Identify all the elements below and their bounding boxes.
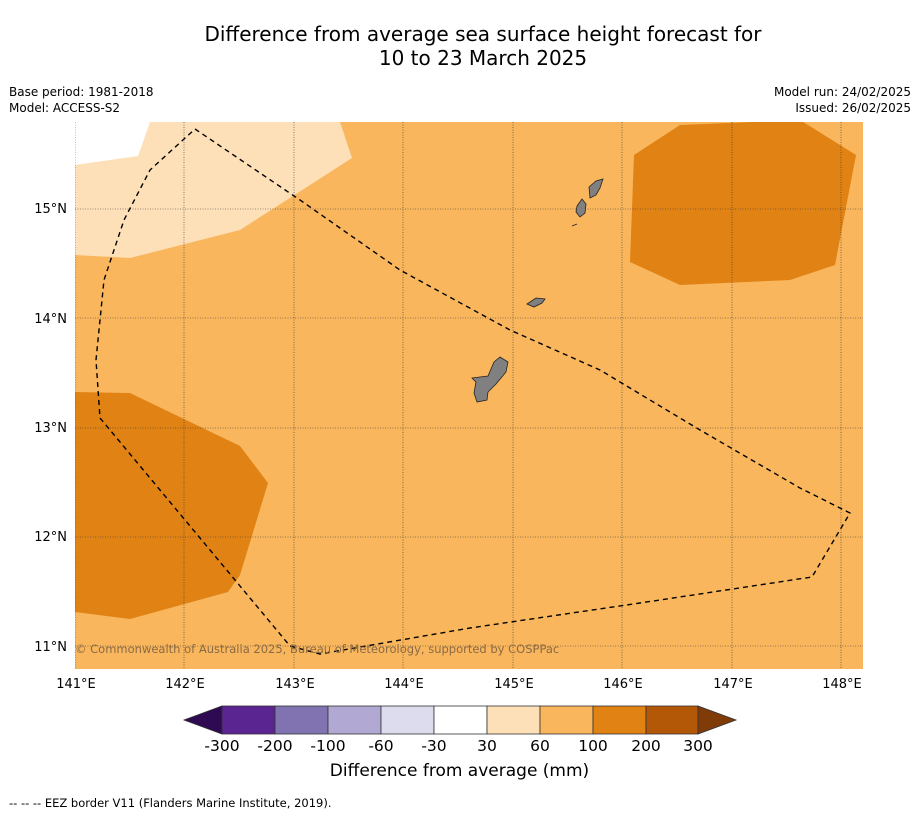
lat-label-14: 14°N [34, 312, 67, 327]
meta-left: Base period: 1981-2018 Model: ACCESS-S2 [9, 84, 154, 116]
colorbar-tick: -100 [310, 737, 345, 755]
colorbar-label: Difference from average (mm) [329, 761, 590, 781]
colorbar-bin-9 [645, 705, 699, 735]
colorbar-bin-3 [327, 705, 382, 735]
lon-label-145: 145°E [494, 677, 534, 692]
low-anomaly-region [75, 122, 352, 258]
colorbar-tick: -300 [204, 737, 239, 755]
saipan-island [588, 178, 604, 199]
colorbar-tick: -60 [368, 737, 393, 755]
colorbar-extend-high [697, 705, 738, 735]
lat-label-11: 11°N [34, 640, 67, 655]
near-zero-region [75, 122, 150, 165]
colorbar-bin-2 [274, 705, 329, 735]
issued-text: Issued: 26/02/2025 [795, 101, 911, 115]
model-run-text: Model run: 24/02/2025 [773, 85, 911, 99]
islands [471, 178, 604, 403]
title-line-1: Difference from average sea surface heig… [204, 22, 762, 46]
colorbar-tick: 200 [631, 737, 661, 755]
colorbar-bin-1 [221, 705, 276, 735]
colorbar-tick: -30 [421, 737, 446, 755]
base-period-text: Base period: 1981-2018 [9, 85, 154, 99]
high-anomaly-region-ne [630, 122, 856, 285]
lon-label-146: 146°E [603, 677, 643, 692]
colorbar-ticks: -300 -200 -100 -60 -30 30 60 100 200 300 [204, 737, 712, 755]
latitude-labels: 15°N 14°N 13°N 12°N 11°N [34, 202, 67, 655]
colorbar-bin-5 [433, 705, 488, 735]
high-anomaly-region-sw [75, 392, 268, 619]
lat-label-13: 13°N [34, 421, 67, 436]
colorbar-tick: 300 [683, 737, 713, 755]
colorbar-tick: 60 [530, 737, 550, 755]
longitude-labels: 141°E 142°E 143°E 144°E 145°E 146°E 147°… [56, 677, 862, 692]
colorbar-bin-7 [539, 705, 594, 735]
colorbar [182, 705, 738, 735]
colorbar-tick: 100 [578, 737, 608, 755]
lat-label-12: 12°N [34, 530, 67, 545]
rota-island [526, 297, 546, 308]
meta-right: Model run: 24/02/2025 Issued: 26/02/2025 [774, 84, 911, 116]
lat-label-15: 15°N [34, 202, 67, 217]
lon-label-141: 141°E [56, 677, 96, 692]
colorbar-bin-4 [380, 705, 435, 735]
aguijan-island [571, 223, 578, 227]
lon-label-143: 143°E [275, 677, 315, 692]
map-title: Difference from average sea surface heig… [120, 22, 846, 70]
title-line-2: 10 to 23 March 2025 [378, 46, 588, 70]
gridlines [75, 122, 863, 669]
map-svg: © Commonwealth of Australia 2025, Bureau… [34, 122, 863, 755]
eez-footnote: -- -- -- EEZ border V11 (Flanders Marine… [9, 796, 332, 810]
colorbar-tick: -200 [257, 737, 292, 755]
model-text: Model: ACCESS-S2 [9, 101, 121, 115]
lon-label-144: 144°E [384, 677, 424, 692]
lon-label-148: 148°E [822, 677, 862, 692]
eez-border [95, 128, 851, 655]
colorbar-tick: 30 [477, 737, 497, 755]
lon-label-147: 147°E [713, 677, 753, 692]
tinian-island [575, 198, 587, 218]
guam-island [471, 356, 509, 403]
colorbar-bin-8 [592, 705, 647, 735]
copyright-text: © Commonwealth of Australia 2025, Bureau… [75, 642, 559, 656]
colorbar-bin-6 [486, 705, 541, 735]
lon-label-142: 142°E [165, 677, 205, 692]
colorbar-extend-low [182, 705, 223, 735]
